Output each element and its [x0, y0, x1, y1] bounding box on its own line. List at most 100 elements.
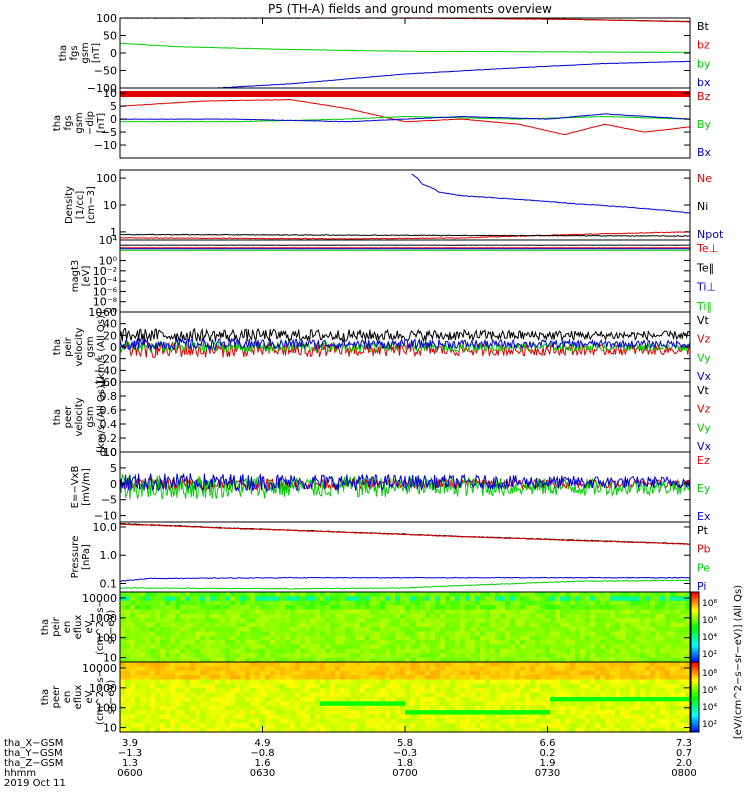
legend-Ez: Ez [697, 454, 710, 467]
legend-bz: bz [697, 39, 710, 52]
ytick-label: 0.2 [100, 432, 118, 445]
legend-Vx: Vx [697, 440, 712, 453]
series-Vx [119, 337, 691, 351]
plot-frame [119, 521, 691, 593]
ytick-label: 1000 [89, 682, 117, 695]
ylabel-line: tha [58, 45, 69, 61]
ylabel-line: −dip [85, 111, 96, 135]
spectrogram-peir_spec [120, 592, 691, 663]
ytick-label: 0.6 [100, 404, 118, 417]
ylabel-line: [km/s (All Qs)] [96, 381, 107, 453]
ylabel-line: tha [40, 689, 51, 705]
panel-peer_spec: 10000 1000 100 10 tha peer en eflux eV (cm^2−s− sr… [40, 661, 691, 735]
xaxis-tick-value: 0.7 [676, 748, 692, 759]
colorbar-tick: 10⁴ [702, 703, 717, 713]
ylabel-line: tha [52, 409, 63, 425]
panel-efield: 10 5 0 −5 −10 E=−VxB [mV/m] Ez Ey Ex [70, 446, 711, 523]
colorbar-tick: 10² [702, 720, 717, 730]
ylabel-line: eV [84, 620, 95, 633]
ylabel-line: gsm [85, 336, 96, 357]
ytick-label: −60 [94, 376, 117, 389]
legend-Vz: Vz [697, 403, 711, 416]
colorbar-tick: 10⁸ [702, 669, 717, 679]
ytick-label: −10 [94, 510, 117, 523]
ylabel-line: [cm−3] [86, 186, 97, 224]
ytick-label: 10 [103, 446, 117, 459]
ylabel-line: E=−VxB [70, 466, 81, 509]
ytick-label: 0.8 [100, 390, 118, 403]
legend-Vx: Vx [697, 370, 712, 383]
ytick-label: 0 [110, 47, 117, 60]
series-Ex [119, 473, 691, 492]
legend-Bt: Bt [697, 20, 710, 33]
ylabel-line: peir [63, 336, 74, 356]
ytick-label: 5 [110, 100, 117, 113]
ytick-label: −50 [94, 65, 117, 78]
ytick-label: 100 [96, 12, 117, 25]
xaxis-tick-value: −0.8 [250, 748, 274, 759]
ytick-label: 5 [110, 462, 117, 475]
xaxis-tick-value: 1.3 [122, 758, 138, 769]
legend-Pe: Pe [697, 561, 710, 574]
xaxis-row-label: tha_Y−GSM [4, 748, 63, 759]
legend-Ni: Ni [697, 200, 708, 213]
legend-Ey: Ey [697, 482, 711, 495]
panel-peir_spec: 10000 1000 100 10 tha peir en eflux eV (cm^2−s− sr… [40, 591, 691, 665]
series-By [120, 115, 691, 123]
ylabel-line: peer [63, 405, 74, 429]
plot-frame [119, 87, 691, 159]
legend-Bz: Bz [697, 90, 711, 103]
ytick-label: −5 [101, 126, 117, 139]
ylabel-line: tha [52, 115, 63, 131]
series-Ne [119, 231, 691, 240]
xaxis-tick-value: 1.9 [540, 758, 556, 769]
xaxis-tick-value: 0730 [535, 768, 560, 779]
ytick-label: 10 [103, 199, 117, 212]
ytick-label: 10 [103, 722, 117, 735]
ylabel-line: Pressure [70, 536, 81, 579]
xaxis-row-label: hhmm [4, 768, 36, 779]
xaxis-tick-value: 0800 [671, 768, 696, 779]
ylabel-line: tha [52, 339, 63, 355]
legend-Npot: Npot [697, 228, 724, 241]
series-Ey [119, 474, 691, 501]
flag-band [120, 91, 690, 97]
spectrogram-peer_spec [120, 662, 691, 733]
colorbar-tick: 10⁶ [702, 686, 717, 696]
series-Npot [411, 173, 691, 214]
legend-Vt: Vt [697, 314, 710, 327]
ylabel-line: gsm [80, 42, 91, 63]
ytick-label: 0.4 [100, 418, 118, 431]
ytick-label: −100 [87, 82, 117, 95]
xaxis-tick-value: 0700 [392, 768, 417, 779]
legend-Vt: Vt [697, 384, 710, 397]
legend-Vy: Vy [697, 351, 711, 364]
ytick-label: 50 [103, 30, 117, 43]
xaxis-tick-value: 0.2 [540, 748, 556, 759]
ylabel-line: [km/s (All Qs)] [96, 311, 107, 383]
ylabel-line: en [62, 691, 73, 704]
ylabel-line: fgs [69, 45, 80, 60]
xaxis-row-label: 2019 Oct 11 [4, 778, 66, 789]
ytick-label: 10⁴ [99, 234, 118, 247]
legend-By: By [697, 118, 712, 131]
xaxis-tick-value: 1.6 [255, 758, 271, 769]
colorbar-tick: 10⁴ [702, 633, 717, 643]
ytick-label: 100 [96, 702, 117, 715]
xaxis-tick-value: 3.9 [122, 738, 138, 749]
ytick-label: 10⁻⁸ [93, 296, 118, 309]
legend-Pb: Pb [697, 543, 711, 556]
ylabel-line: sr−eV) [106, 680, 117, 715]
ylabel-line: peir [51, 616, 62, 636]
xaxis-tick-value: 2.0 [676, 758, 692, 769]
xaxis-tick-value: −1.3 [118, 748, 142, 759]
ylabel-line: [nT] [91, 43, 102, 63]
series-Pb [119, 523, 691, 546]
ylabel-line: [nT] [96, 113, 107, 133]
xaxis-tick-value: 0630 [250, 768, 275, 779]
ytick-label: 0.0 [100, 446, 118, 459]
